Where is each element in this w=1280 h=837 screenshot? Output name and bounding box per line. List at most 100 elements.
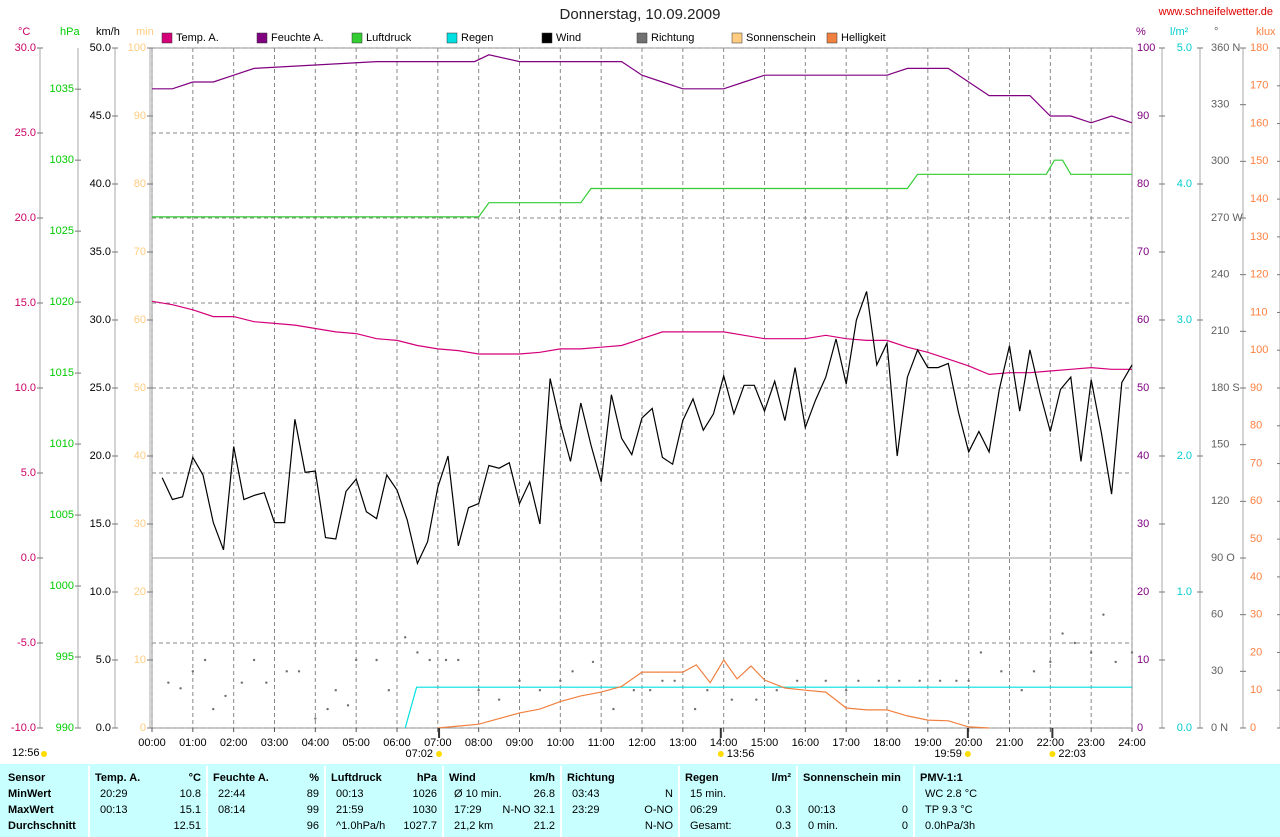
series-dot [497,698,501,701]
series-dot [297,670,301,673]
stats-unit: % [309,772,319,784]
y-tick-label: 30 [1211,665,1223,677]
y-tick-label: 50 [1250,533,1262,545]
series-dot [1114,660,1117,664]
stats-unit: hPa [417,772,438,784]
y-tick-label: 10 [1250,684,1262,696]
x-tick-label: 15:00 [751,737,779,749]
axis-unit: % [1136,26,1146,38]
axis-unit: km/h [96,26,120,38]
y-tick-label: 2.0 [1177,450,1192,462]
y-tick-label: 1005 [50,509,74,521]
x-tick-label: 10:00 [547,737,575,749]
source-link: www.schneifelwetter.de [1158,6,1273,18]
stats-background [0,764,1280,837]
y-tick-label: 50 [1137,382,1149,394]
series-dot [203,658,207,662]
y-tick-label: 120 [1250,269,1268,281]
stats-cell: N [665,788,673,800]
y-tick-label: 150 [1211,439,1229,451]
x-tick-label: 05:00 [342,737,370,749]
y-tick-label: 30.0 [15,42,36,54]
y-tick-label: 25.0 [15,127,36,139]
legend-swatch [541,32,553,44]
y-tick-label: 240 [1211,269,1229,281]
y-tick-label: 25.0 [90,382,111,394]
y-tick-label: 5.0 [1177,42,1192,54]
stats-cell: 0.0hPa/3h [925,820,975,832]
y-tick-label: 160 [1250,117,1268,129]
y-tick-label: 0 N [1211,722,1228,734]
legend-label: Luftdruck [366,32,412,44]
stats-header: Wind [449,772,476,784]
y-tick-label: 10 [1137,654,1149,666]
y-tick-label: 30 [1250,609,1262,621]
axis-unit: °C [18,26,30,38]
y-tick-label: 40 [134,450,146,462]
y-tick-label: 5.0 [96,654,111,666]
stats-unit: km/h [529,772,555,784]
y-tick-label: 100 [128,42,146,54]
legend-swatch [446,32,458,44]
y-tick-label: 30.0 [90,314,111,326]
y-tick-label: 1010 [50,438,74,450]
series-dot [326,707,329,711]
series-dot [857,679,860,682]
x-tick-label: 22:00 [1037,737,1065,749]
stats-cell: 21:59 [336,804,364,816]
x-tick-label: 13:00 [669,737,697,749]
x-tick-label: 06:00 [383,737,411,749]
event-icon [436,751,443,757]
x-tick-label: 00:00 [138,737,166,749]
y-tick-label: 0 [1137,722,1143,734]
y-tick-label: 80 [1250,420,1262,432]
stats-header: Sensor [8,772,46,784]
series-dot [179,687,182,690]
y-tick-label: 110 [1250,306,1268,318]
x-tick-label: 24:00 [1118,737,1146,749]
y-tick-label: 180 [1250,42,1268,54]
series-dot [1130,651,1134,654]
stats-cell: 00:13 [808,804,836,816]
series-dot [375,658,378,662]
stats-cell: 21.2 [534,820,555,832]
series-dot [334,689,337,692]
x-tick-label: 20:00 [955,737,983,749]
event-label: 19:59 [934,748,962,760]
y-tick-label: 70 [1250,457,1262,469]
series-dot [1073,641,1077,645]
stats-cell: MinWert [8,788,52,800]
series-dot [457,658,460,662]
series-dot [191,670,195,673]
series-dot [224,694,227,698]
y-tick-label: 45.0 [90,110,111,122]
y-tick-label: 60 [1250,495,1262,507]
y-tick-label: 0 [140,722,146,734]
series-line [151,300,1132,376]
stats-cell: 12.51 [173,820,201,832]
x-tick-label: 16:00 [792,737,820,749]
corner-note: 12:56 [12,747,40,759]
axis-unit: klux [1256,26,1276,38]
stats-cell: 0 [902,804,908,816]
y-tick-label: 130 [1250,231,1268,243]
series-dot [898,679,901,682]
series-dot [795,679,799,682]
event-label: 07:02 [406,748,434,760]
stats-cell: 1030 [413,804,437,816]
y-tick-label: 1025 [50,225,74,237]
x-tick-label: 18:00 [873,737,901,749]
series-dot [416,651,419,654]
sun-icon [41,751,47,757]
series-dot [775,689,778,692]
stats-cell: 1027.7 [403,820,437,832]
stats-cell: 1026 [413,788,437,800]
y-tick-label: 90 O [1211,552,1235,564]
series-line [152,54,1133,124]
stats-header: Richtung [567,772,615,784]
series-dot [1049,660,1052,664]
series-dot [387,689,391,692]
stats-cell: 23:29 [572,804,600,816]
stats-cell: Durchschnitt [8,820,76,832]
series-dot [693,707,697,711]
